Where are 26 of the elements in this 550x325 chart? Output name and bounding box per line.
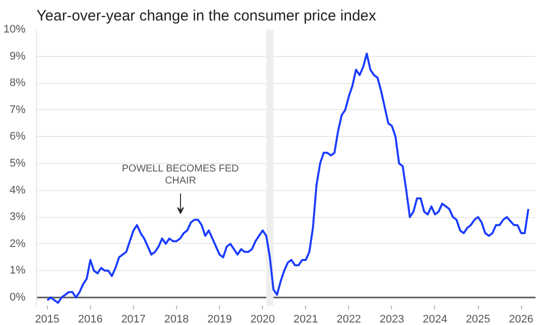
x-tick-label: 2021 [294, 314, 318, 325]
y-tick-label: 3% [10, 211, 26, 224]
x-tick-label: 2020 [250, 314, 275, 325]
y-tick-label: 5% [10, 157, 26, 170]
chart-title: Year-over-year change in the consumer price index [36, 8, 377, 24]
line-series [46, 52, 530, 304]
x-tick-label: 2025 [466, 314, 490, 325]
x-tick-label: 2018 [164, 314, 189, 325]
x-tick-label: 2026 [508, 314, 534, 325]
annotation: POWELL BECOMES FED CHAIR [122, 164, 239, 186]
x-tick-label: 2015 [35, 314, 60, 325]
y-tick-label: 1% [10, 264, 26, 277]
y-tick-label: 2% [10, 238, 26, 250]
y-tick-label: 9% [10, 50, 26, 62]
x-tick-label: 2022 [336, 314, 362, 325]
x-tick-label: 2019 [207, 314, 232, 325]
x-tick-label: 2016 [78, 314, 103, 325]
y-tick-label: 4% [10, 184, 26, 196]
y-tick-label: 7% [10, 104, 26, 116]
x-tick-label: 2024 [422, 314, 448, 325]
y-tick-label: 0% [10, 291, 26, 304]
x-tick-label: 2023 [380, 314, 404, 325]
x-tick-label: 2017 [121, 314, 146, 325]
y-tick-label: 6% [10, 130, 26, 143]
y-tick-label: 8% [10, 77, 26, 90]
y-tick-label: 10% [3, 24, 26, 36]
